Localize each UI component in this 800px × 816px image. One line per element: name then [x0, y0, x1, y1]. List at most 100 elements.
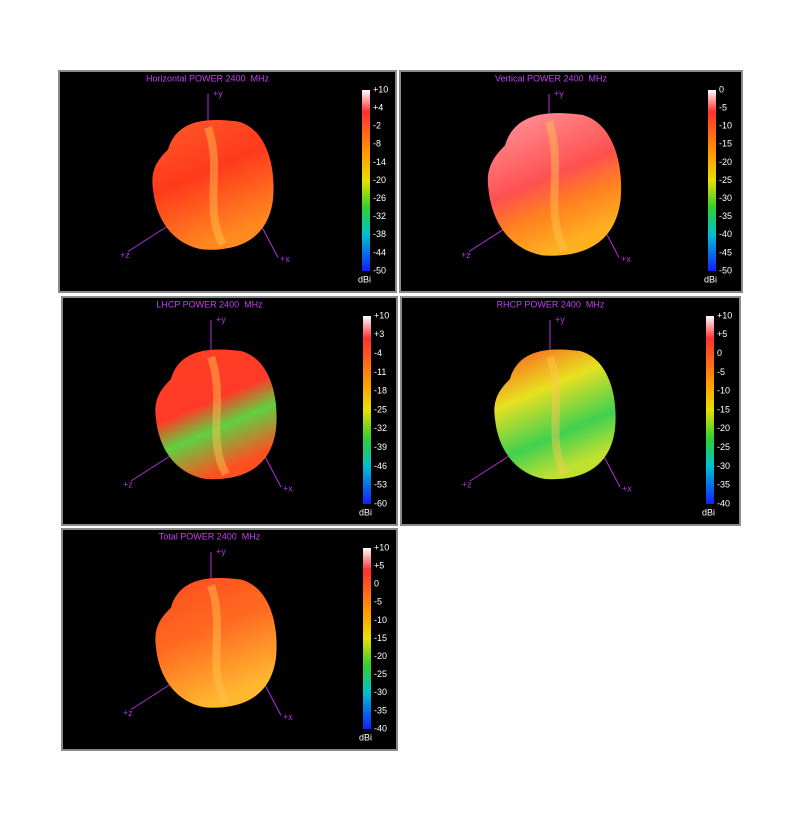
- panel-title: Total POWER 2400 MHz: [159, 531, 261, 541]
- scale-tick-label: -15: [719, 139, 732, 149]
- scale-tick-label: -50: [373, 265, 386, 275]
- panel-canvas: RHCP POWER 2400 MHz +y +z +x +10 +5 0 -5 -10 -15 -…: [462, 299, 732, 517]
- axis-label: +z: [461, 250, 471, 260]
- scale-tick-label: -26: [373, 193, 386, 203]
- scale-tick-label: -46: [374, 461, 387, 471]
- scale-tick-label: -35: [719, 211, 732, 221]
- axis-label: +z: [120, 250, 130, 260]
- scale-tick-label: -25: [719, 175, 732, 185]
- color-scale: [363, 316, 371, 504]
- scale-tick-label: -20: [717, 423, 730, 433]
- scale-tick-label: 0: [374, 579, 379, 589]
- scale-tick-label: +10: [717, 310, 732, 320]
- color-scale: [363, 548, 371, 729]
- axis-label: +x: [283, 712, 293, 722]
- scale-tick-label: 0: [717, 348, 722, 358]
- scale-tick-label: +10: [374, 542, 389, 552]
- scale-unit: dBi: [359, 507, 372, 517]
- scale-tick-label: -32: [374, 423, 387, 433]
- radiation-pattern: [155, 578, 277, 708]
- radiation-pattern: [494, 349, 616, 480]
- scale-tick-label: -15: [717, 404, 730, 414]
- scale-tick-label: -10: [717, 386, 730, 396]
- scale-tick-label: +5: [717, 329, 727, 339]
- scale-tick-label: -2: [373, 121, 381, 131]
- pattern-shading: [207, 584, 230, 705]
- scale-tick-label: +3: [374, 329, 384, 339]
- axis-label: +y: [555, 314, 565, 324]
- scale-unit: dBi: [358, 274, 371, 284]
- scale-tick-label: -44: [373, 247, 386, 257]
- scale-tick-label: -15: [374, 633, 387, 643]
- axis-label: +y: [554, 88, 564, 98]
- axis-label: +y: [213, 88, 223, 98]
- scale-tick-label: +10: [374, 310, 389, 320]
- axis-label: +z: [462, 479, 472, 489]
- scale-tick-label: -20: [719, 157, 732, 167]
- axis-label: +x: [621, 254, 631, 264]
- scale-tick-label: -45: [719, 247, 732, 257]
- scale-tick-label: -50: [719, 265, 732, 275]
- scale-tick-label: -4: [374, 348, 382, 358]
- scale-tick-label: 0: [719, 84, 724, 94]
- pattern-shading: [546, 355, 569, 476]
- scale-tick-label: -8: [373, 139, 381, 149]
- scale-tick-label: -30: [719, 193, 732, 203]
- scale-tick-label: +5: [374, 560, 384, 570]
- pattern-shading: [545, 120, 568, 252]
- scale-tick-label: -11: [374, 367, 386, 377]
- scale-tick-label: +10: [373, 84, 388, 94]
- scale-tick-label: -10: [374, 615, 387, 625]
- scale-tick-label: -18: [374, 386, 387, 396]
- scale-tick-label: -35: [717, 480, 730, 490]
- panel-canvas: Horizontal POWER 2400 MHz +y +z +x +10 +4 -2 -8…: [120, 73, 388, 284]
- color-scale: [706, 316, 714, 504]
- panel-canvas: Total POWER 2400 MHz +y +z +x +10 +5 0 -5 -10 -15…: [123, 531, 389, 742]
- axis-label: +y: [216, 314, 226, 324]
- scale-tick-label: -32: [373, 211, 386, 221]
- panel-title: Vertical POWER 2400 MHz: [495, 73, 608, 83]
- color-scale: [362, 90, 370, 271]
- scale-unit: dBi: [704, 274, 717, 284]
- color-scale: [708, 90, 716, 271]
- scale-tick-label: -25: [717, 442, 730, 452]
- panel-title: RHCP POWER 2400 MHz: [497, 299, 605, 309]
- scale-tick-label: -53: [374, 480, 387, 490]
- scale-tick-label: -25: [374, 669, 387, 679]
- scale-tick-label: -30: [374, 687, 387, 697]
- scale-tick-label: -5: [374, 597, 382, 607]
- pattern-panel: Total POWER 2400 MHz +y +z +x +10 +5 0 -5 -10 -15…: [61, 528, 398, 751]
- scale-tick-label: -10: [719, 121, 732, 131]
- scale-tick-label: -25: [374, 404, 387, 414]
- radiation-pattern: [155, 349, 277, 480]
- axis-label: +x: [280, 254, 290, 264]
- scale-tick-label: -14: [373, 157, 386, 167]
- radiation-pattern: [152, 120, 274, 250]
- axis-label: +z: [123, 708, 133, 718]
- scale-tick-label: -35: [374, 705, 387, 715]
- axis-label: +x: [283, 483, 293, 493]
- panel-title: Horizontal POWER 2400 MHz: [146, 73, 270, 83]
- scale-tick-label: -38: [373, 229, 386, 239]
- pattern-shading: [204, 126, 227, 247]
- scale-tick-label: -39: [374, 442, 387, 452]
- scale-tick-label: -60: [374, 498, 387, 508]
- pattern-panel: Vertical POWER 2400 MHz +y +z +x 0 -5 -10 -15 -2…: [399, 70, 743, 293]
- scale-tick-label: -40: [719, 229, 732, 239]
- panel-title: LHCP POWER 2400 MHz: [156, 299, 263, 309]
- scale-tick-label: -5: [719, 102, 727, 112]
- axis-label: +z: [123, 479, 133, 489]
- scale-tick-label: -20: [374, 651, 387, 661]
- axis-label: +x: [622, 483, 632, 493]
- radiation-pattern: [487, 113, 622, 256]
- scale-tick-label: -5: [717, 367, 725, 377]
- panel-canvas: LHCP POWER 2400 MHz +y +z +x +10 +3 -4 -11 -18 -2…: [123, 299, 389, 517]
- scale-unit: dBi: [359, 732, 372, 742]
- scale-tick-label: -40: [374, 723, 387, 733]
- scale-tick-label: -30: [717, 461, 730, 471]
- panel-canvas: Vertical POWER 2400 MHz +y +z +x 0 -5 -10 -15 -2…: [461, 73, 732, 284]
- pattern-panel: LHCP POWER 2400 MHz +y +z +x +10 +3 -4 -11 -18 -2…: [61, 296, 398, 526]
- pattern-panel: Horizontal POWER 2400 MHz +y +z +x +10 +4 -2 -8…: [58, 70, 397, 293]
- axis-label: +y: [216, 546, 226, 556]
